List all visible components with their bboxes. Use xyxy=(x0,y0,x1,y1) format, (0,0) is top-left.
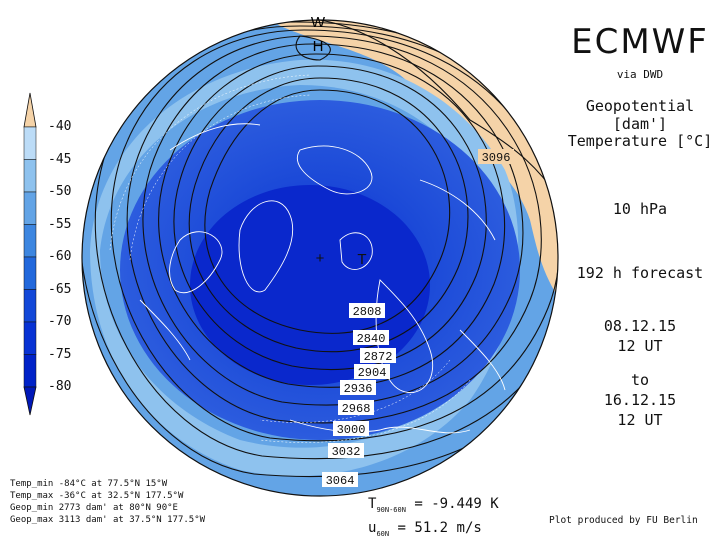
temp-max: Temp_max -36°C at 32.5°N 177.5°W xyxy=(10,491,184,501)
low-marker-t: T xyxy=(357,251,366,268)
colorbar-bottom-arrow xyxy=(23,386,37,416)
valid-date: 16.12.15 xyxy=(603,391,677,409)
temperature-index: T90N-60N = -9.449 K xyxy=(368,495,499,519)
colorbar-swatch xyxy=(23,256,37,290)
colorbar-label: -60 xyxy=(48,249,72,264)
u-label: u xyxy=(368,519,377,536)
colorbar-label: -65 xyxy=(48,282,72,297)
parameter-temperature: Temperature [°C] xyxy=(567,132,713,150)
contour-label-2808: 2808 xyxy=(349,303,385,319)
svg-text:3064: 3064 xyxy=(326,474,355,488)
to-label: to xyxy=(630,371,650,389)
colorbar-swatch xyxy=(23,126,37,160)
contour-label-2872: 2872 xyxy=(360,348,396,364)
colorbar-swatch xyxy=(23,321,37,355)
contour-label-3032: 3032 xyxy=(328,443,364,459)
u-sub: 60N xyxy=(376,529,390,538)
high-marker: H xyxy=(313,38,324,55)
valid-time: 12 UT xyxy=(617,411,663,429)
colorbar-swatch xyxy=(23,224,37,258)
contour-label-3000: 3000 xyxy=(333,421,369,437)
colorbar-swatch xyxy=(23,159,37,193)
temp-min: Temp_min -84°C at 77.5°N 15°W xyxy=(10,479,168,489)
pressure-level: 10 hPa xyxy=(612,200,668,218)
geop-max: Geop_max 3113 dam' at 37.5°N 177.5°W xyxy=(10,515,206,525)
colorbar-swatch xyxy=(23,354,37,388)
colorbar-label: -55 xyxy=(48,217,72,232)
colorbar-label: -80 xyxy=(48,379,72,394)
valid-time-block: to 16.12.15 12 UT xyxy=(560,370,720,430)
extremes-stats: Temp_min -84°C at 77.5°N 15°W Temp_max -… xyxy=(10,478,205,526)
low-marker-plus: + xyxy=(316,250,325,267)
brand-title: ECMWF xyxy=(571,22,709,62)
contour-label-3064: 3064 xyxy=(322,472,358,488)
t-label: T xyxy=(368,496,377,512)
polar-indices: T90N-60N = -9.449 K u60N = 51.2 m/s xyxy=(368,495,499,543)
svg-text:2808: 2808 xyxy=(353,305,382,319)
warm-marker: W xyxy=(311,14,326,31)
contour-label-2904: 2904 xyxy=(354,364,390,380)
u-value: = 51.2 m/s xyxy=(397,519,482,536)
colorbar-label: -40 xyxy=(48,119,72,134)
credit-line: Plot produced by FU Berlin xyxy=(549,515,698,526)
via-label: via DWD xyxy=(616,68,664,81)
colorbar-top-arrow xyxy=(23,92,37,128)
colorbar-swatch xyxy=(23,289,37,323)
wind-index: u60N = 51.2 m/s xyxy=(368,519,499,543)
contour-label-3096: 3096 xyxy=(478,149,514,165)
colorbar-label: -50 xyxy=(48,184,72,199)
colorbar-label: -75 xyxy=(48,347,72,362)
map-disk xyxy=(82,20,558,496)
colorbar-label: -70 xyxy=(48,314,72,329)
contour-label-2968: 2968 xyxy=(338,400,374,416)
svg-text:2936: 2936 xyxy=(344,382,373,396)
init-time: 12 UT xyxy=(617,337,663,355)
t-value: = -9.449 K xyxy=(414,496,499,512)
contour-label-2936: 2936 xyxy=(340,380,376,396)
geop-min: Geop_min 2773 dam' at 80°N 90°E xyxy=(10,503,178,513)
t-sub: 90N-60N xyxy=(376,505,406,514)
colorbar xyxy=(23,92,37,416)
colorbar-swatch xyxy=(23,191,37,225)
contour-label-2840: 2840 xyxy=(353,330,389,346)
svg-text:3000: 3000 xyxy=(337,423,366,437)
svg-text:3096: 3096 xyxy=(482,151,511,165)
parameter-geopotential: Geopotential [dam'] xyxy=(585,97,695,133)
svg-text:2872: 2872 xyxy=(364,350,393,364)
init-time-block: 08.12.15 12 UT xyxy=(560,316,720,356)
init-date: 08.12.15 xyxy=(603,317,677,335)
svg-text:2840: 2840 xyxy=(357,332,386,346)
svg-text:2968: 2968 xyxy=(342,402,371,416)
contour-label-group: 2808 2840 2872 2904 2936 2968 3000 3032 xyxy=(322,149,514,488)
colorbar-label: -45 xyxy=(48,152,72,167)
forecast-hours: 192 h forecast xyxy=(576,264,704,282)
svg-text:2904: 2904 xyxy=(358,366,387,380)
svg-text:3032: 3032 xyxy=(332,445,361,459)
